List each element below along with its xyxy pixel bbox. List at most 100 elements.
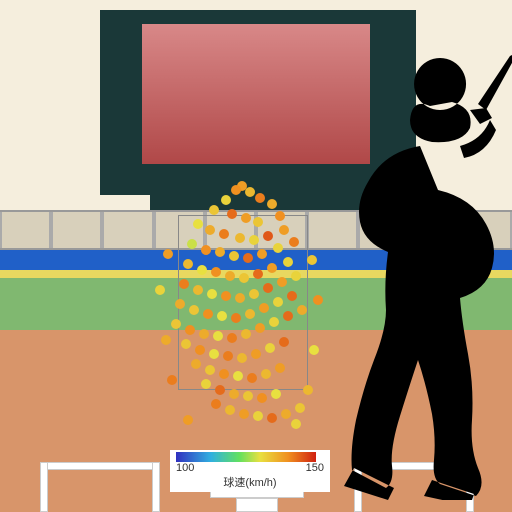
pitch-marker <box>239 409 249 419</box>
pitch-marker <box>261 369 271 379</box>
pitch-marker <box>163 249 173 259</box>
pitch-marker <box>281 409 291 419</box>
pitch-marker <box>289 237 299 247</box>
pitch-marker <box>243 391 253 401</box>
pitch-marker <box>199 329 209 339</box>
pitch-marker <box>213 331 223 341</box>
pitch-marker <box>233 371 243 381</box>
pitch-marker <box>191 359 201 369</box>
pitch-marker <box>295 403 305 413</box>
pitch-marker <box>273 297 283 307</box>
pitch-marker <box>187 239 197 249</box>
pitch-marker <box>265 343 275 353</box>
pitch-marker <box>155 285 165 295</box>
pitch-marker <box>167 375 177 385</box>
colorbar-legend: 100 150 球速(km/h) <box>170 450 330 492</box>
pitch-marker <box>257 249 267 259</box>
colorbar-label: 球速(km/h) <box>176 474 324 490</box>
pitch-marker <box>297 305 307 315</box>
pitch-marker <box>229 251 239 261</box>
pitch-marker <box>201 245 211 255</box>
pitch-marker <box>249 235 259 245</box>
pitch-marker <box>287 291 297 301</box>
pitch-marker <box>271 389 281 399</box>
pitch-marker <box>263 231 273 241</box>
pitch-marker <box>253 411 263 421</box>
pitch-marker <box>267 263 277 273</box>
pitch-marker <box>207 289 217 299</box>
pitch-marker <box>245 187 255 197</box>
pitch-marker <box>203 309 213 319</box>
colorbar-gradient <box>176 452 316 462</box>
pitch-marker <box>253 269 263 279</box>
pitch-marker <box>235 293 245 303</box>
pitch-marker <box>275 211 285 221</box>
pitch-marker <box>171 319 181 329</box>
pitch-marker <box>235 233 245 243</box>
pitch-marker <box>225 271 235 281</box>
pitch-marker <box>273 243 283 253</box>
pitch-marker <box>251 349 261 359</box>
pitch-marker <box>241 213 251 223</box>
pitch-marker <box>221 195 231 205</box>
pitch-marker <box>211 267 221 277</box>
pitch-marker <box>209 349 219 359</box>
colorbar-tick-min: 100 <box>176 462 194 474</box>
pitch-marker <box>267 199 277 209</box>
pitch-marker <box>195 345 205 355</box>
pitch-marker <box>267 413 277 423</box>
pitch-marker <box>197 265 207 275</box>
pitch-marker <box>245 309 255 319</box>
pitch-marker <box>205 225 215 235</box>
pitch-marker <box>183 415 193 425</box>
pitch-marker <box>209 205 219 215</box>
pitch-marker <box>205 365 215 375</box>
pitch-marker <box>269 317 279 327</box>
pitch-marker <box>161 335 171 345</box>
pitch-marker <box>291 419 301 429</box>
pitch-marker <box>253 217 263 227</box>
pitch-marker <box>181 339 191 349</box>
pitch-marker <box>217 311 227 321</box>
pitch-marker <box>215 385 225 395</box>
pitch-marker <box>229 389 239 399</box>
pitch-marker <box>223 351 233 361</box>
pitch-marker <box>277 277 287 287</box>
pitch-marker <box>225 405 235 415</box>
pitch-marker <box>219 229 229 239</box>
pitch-marker <box>193 219 203 229</box>
pitch-marker <box>241 329 251 339</box>
pitch-marker <box>275 363 285 373</box>
pitch-marker <box>193 285 203 295</box>
pitch-marker <box>221 291 231 301</box>
pitch-marker <box>247 373 257 383</box>
colorbar-tick-max: 150 <box>306 462 324 474</box>
pitch-marker <box>227 333 237 343</box>
pitch-marker <box>257 393 267 403</box>
pitch-marker <box>175 299 185 309</box>
pitch-marker <box>219 369 229 379</box>
pitch-marker <box>279 337 289 347</box>
pitch-marker <box>291 271 301 281</box>
pitch-marker <box>255 323 265 333</box>
batter-silhouette <box>310 50 512 500</box>
pitch-marker <box>255 193 265 203</box>
pitch-marker <box>259 303 269 313</box>
pitch-marker <box>185 325 195 335</box>
pitch-marker <box>239 273 249 283</box>
colorbar-ticks: 100 150 <box>176 462 324 474</box>
pitch-marker <box>263 283 273 293</box>
pitch-marker <box>211 399 221 409</box>
pitch-marker <box>179 279 189 289</box>
pitch-marker <box>249 289 259 299</box>
pitch-marker <box>183 259 193 269</box>
pitch-marker <box>227 209 237 219</box>
pitch-marker <box>231 313 241 323</box>
pitch-marker <box>237 353 247 363</box>
pitch-marker <box>279 225 289 235</box>
pitch-marker <box>243 253 253 263</box>
pitch-marker <box>283 311 293 321</box>
pitch-marker <box>201 379 211 389</box>
pitch-marker <box>189 305 199 315</box>
pitch-marker <box>283 257 293 267</box>
